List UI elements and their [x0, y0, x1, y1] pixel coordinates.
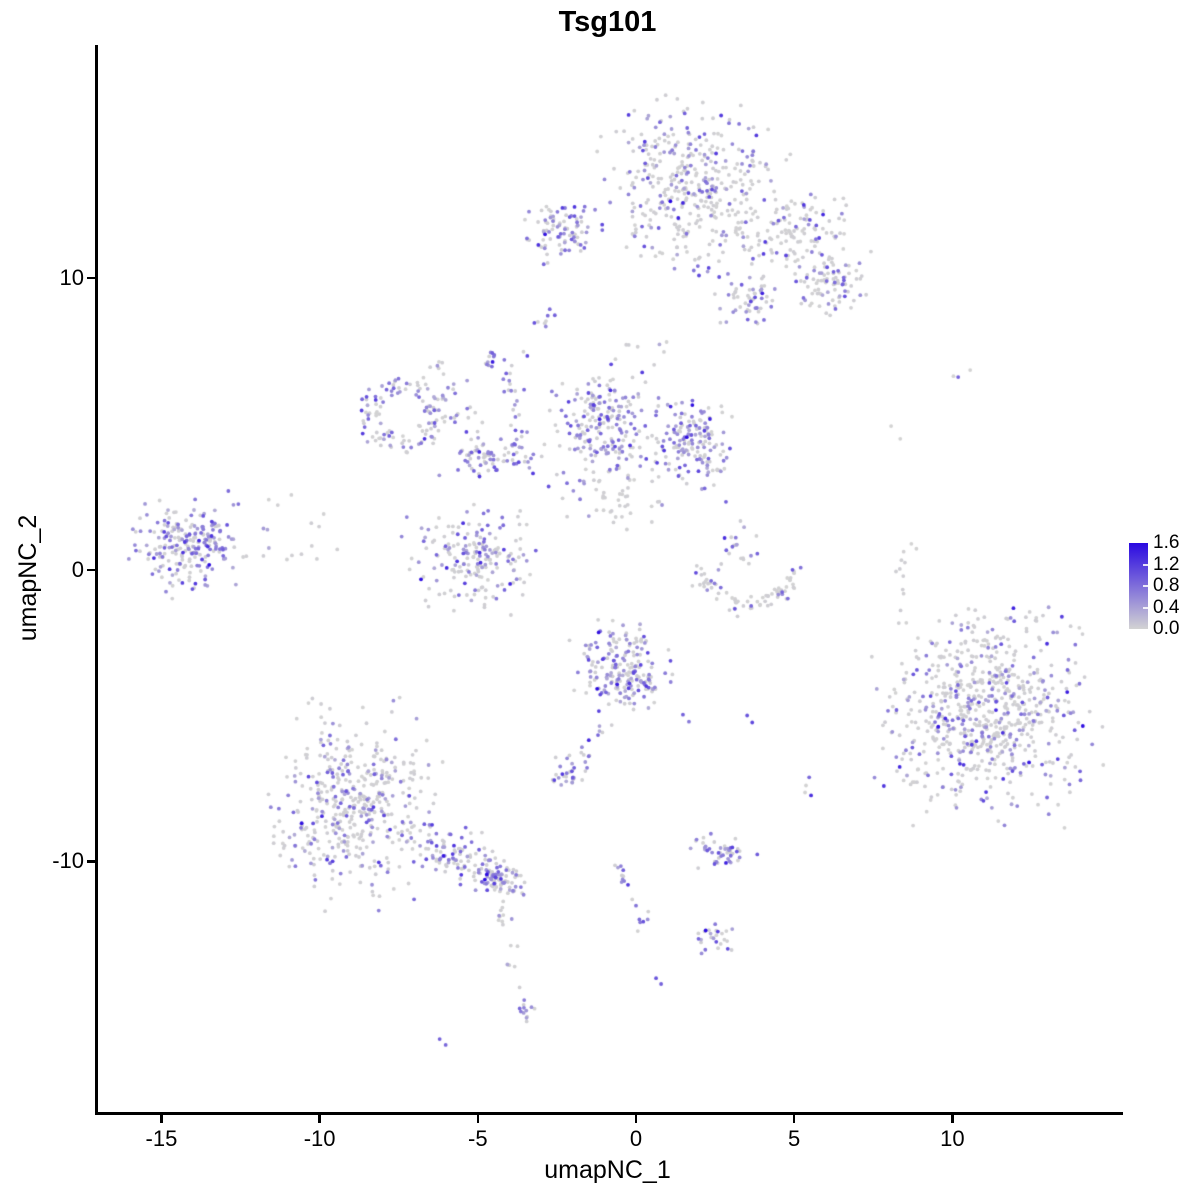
x-tick-mark — [792, 1115, 796, 1123]
x-tick-mark — [160, 1115, 163, 1123]
y-tick-label: 0 — [71, 556, 84, 582]
plot-panel — [95, 45, 1123, 1115]
y-tick-mark — [87, 860, 95, 863]
x-tick-mark — [476, 1115, 480, 1123]
y-axis-title: umapNC_2 — [14, 514, 42, 642]
x-tick-mark — [318, 1115, 321, 1123]
x-tick-label: 5 — [788, 1126, 801, 1151]
y-tick-label: -10 — [52, 848, 84, 874]
x-tick-label: -15 — [145, 1126, 178, 1151]
scatter-canvas — [98, 45, 1123, 1112]
legend-tick-label: 1.2 — [1153, 553, 1180, 575]
legend-tick-label: 0.8 — [1153, 575, 1180, 596]
legend-tick-label: 0.4 — [1153, 596, 1180, 618]
legend-bar-tick — [1143, 563, 1148, 566]
x-tick-mark — [951, 1115, 954, 1123]
legend-tick-label: 1.6 — [1153, 532, 1180, 553]
y-tick-mark — [87, 568, 95, 571]
y-tick-label: 10 — [59, 265, 84, 291]
x-tick-label: -5 — [468, 1126, 488, 1151]
x-tick-mark — [634, 1115, 638, 1123]
x-axis-title: umapNC_1 — [544, 1156, 671, 1184]
legend-bar-tick — [1143, 585, 1148, 587]
plot-title: Tsg101 — [558, 6, 657, 38]
x-tick-label: 0 — [629, 1126, 643, 1151]
y-tick-mark — [87, 276, 95, 280]
x-tick-label: 10 — [940, 1126, 965, 1151]
legend-gradient-bar — [1129, 543, 1148, 629]
x-tick-label: -10 — [303, 1126, 336, 1151]
legend-bar-tick — [1143, 606, 1148, 609]
legend-tick-label: 0.0 — [1153, 618, 1180, 639]
